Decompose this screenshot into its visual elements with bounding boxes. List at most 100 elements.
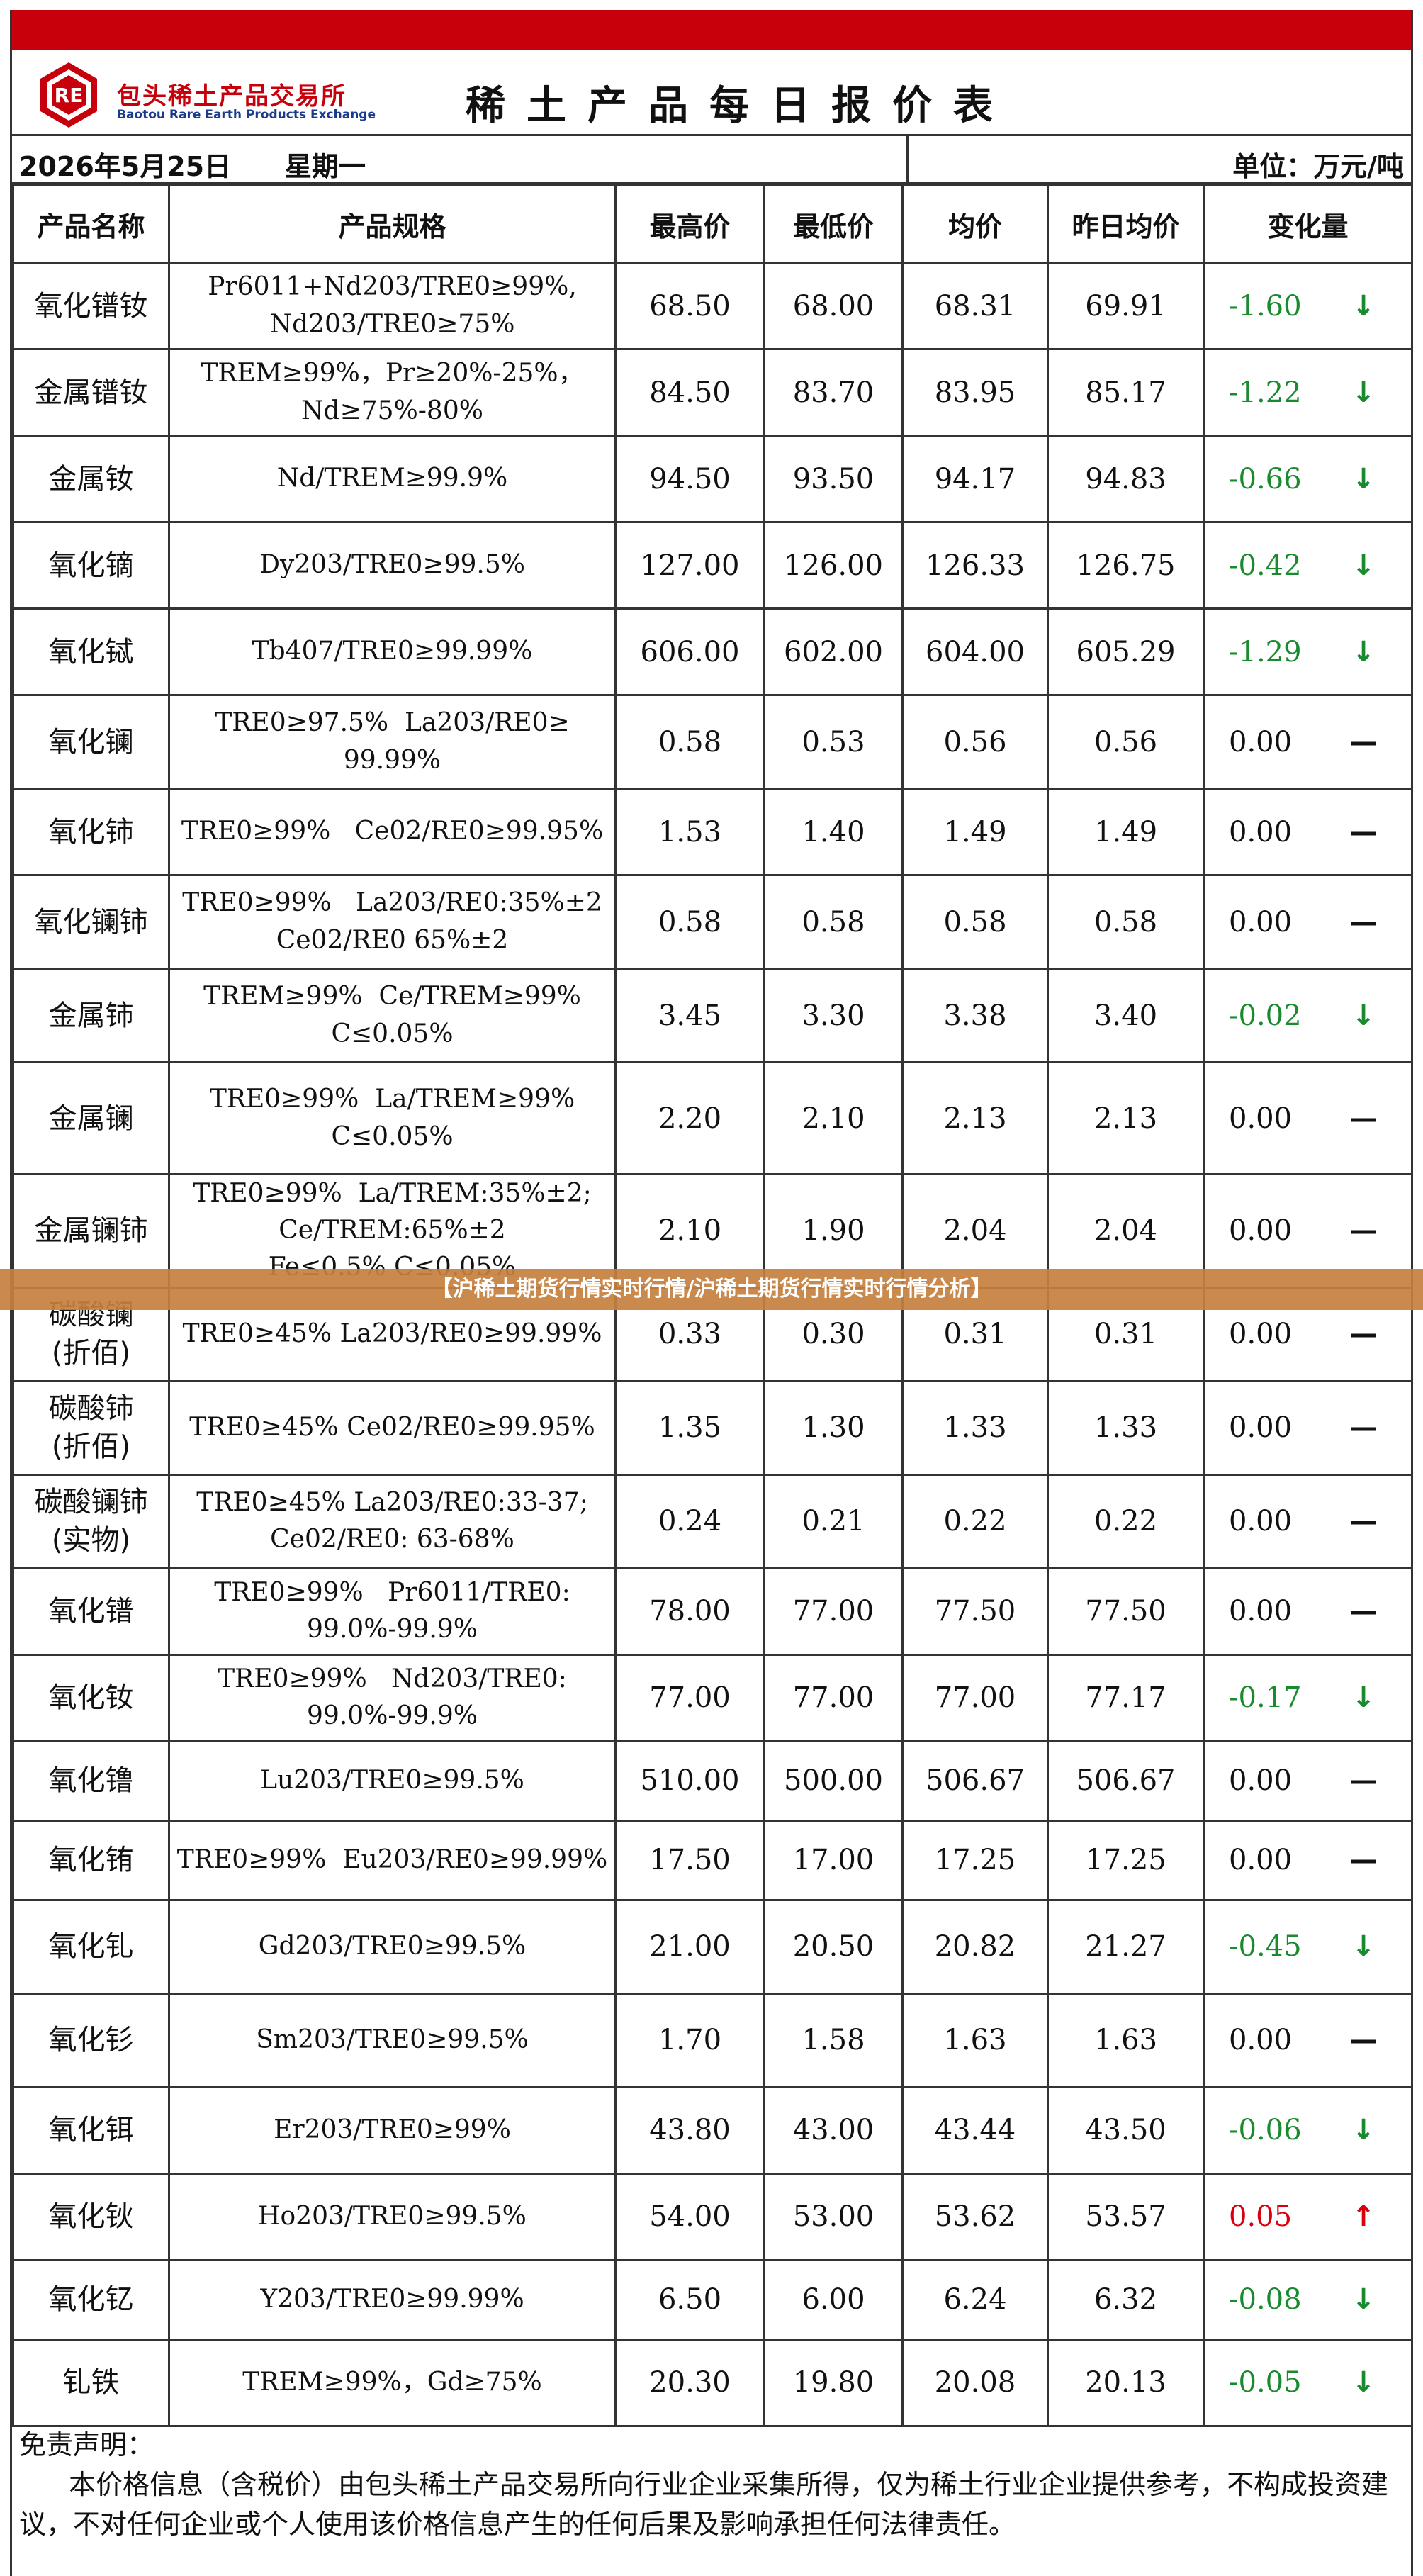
price-high: 17.50 xyxy=(614,1819,765,1901)
price-avg: 77.00 xyxy=(901,1653,1049,1742)
product-spec: Tb407/TRE0≥99.99% xyxy=(168,607,617,696)
table-row: 氧化铈 TRE0≥99% Ce02/RE0≥99.95% 1.53 1.40 1.49 1… xyxy=(12,788,1413,876)
price-change: -1.22 ↓ xyxy=(1203,348,1413,437)
date-unit-row: 2026年5月25日 星期一 单位：万元/吨 xyxy=(12,136,1411,184)
product-name: 碳酸铈 (折佰) xyxy=(12,1379,170,1476)
product-spec: Ho203/TRE0≥99.5% xyxy=(168,2172,617,2261)
product-spec: TRE0≥99% La203/RE0:35%±2 Ce02/RE0 65%±2 xyxy=(168,874,617,970)
product-spec-line: 99.0%-99.9% xyxy=(307,1701,478,1731)
price-high: 77.00 xyxy=(614,1653,765,1742)
product-name-line: 氧化钬 xyxy=(48,2200,134,2234)
price-change: 0.00 — xyxy=(1203,1379,1413,1476)
price-high: 68.50 xyxy=(614,262,765,350)
arrow-down-icon: ↓ xyxy=(1351,2114,1376,2147)
change-value: 0.00 xyxy=(1229,1214,1293,1248)
price-avg: 6.24 xyxy=(901,2258,1049,2341)
price-low: 1.40 xyxy=(763,788,904,876)
price-high: 510.00 xyxy=(614,1740,765,1822)
change-value: -0.06 xyxy=(1229,2114,1302,2147)
price-change: -0.66 ↓ xyxy=(1203,435,1413,523)
price-high: 127.00 xyxy=(614,521,765,610)
price-sheet: RE 包头稀土产品交易所 Baotou Rare Earth Products … xyxy=(10,10,1413,2576)
product-spec-line: Nd/TREM≥99.9% xyxy=(276,464,508,493)
product-spec: Sm203/TRE0≥99.5% xyxy=(168,1992,617,2088)
col-header-low: 最低价 xyxy=(763,184,904,264)
price-high: 0.58 xyxy=(614,694,765,790)
price-change: -1.29 ↓ xyxy=(1203,607,1413,696)
product-name: 金属铈 xyxy=(12,968,170,1063)
price-prev-avg: 53.57 xyxy=(1047,2172,1205,2261)
product-name: 金属镧 xyxy=(12,1061,170,1175)
product-spec-line: TREM≥99%，Pr≥20%-25%， xyxy=(201,359,584,388)
change-value: -0.17 xyxy=(1229,1681,1302,1715)
product-spec-line: TRE0≥99% Pr6011/TRE0: xyxy=(214,1577,570,1607)
product-spec: TREM≥99%，Pr≥20%-25%， Nd≥75%-80% xyxy=(168,348,617,437)
price-change: 0.05 ↑ xyxy=(1203,2172,1413,2261)
change-value: 0.00 xyxy=(1229,1764,1293,1798)
table-row: 钆铁 TREM≥99%，Gd≥75% 20.30 19.80 20.08 20.13 -0.… xyxy=(12,2338,1413,2427)
table-row: 氧化镨钕 Pr6011+Nd203/TRE0≥99%, Nd203/TRE0≥75%… xyxy=(12,262,1413,350)
price-prev-avg: 1.63 xyxy=(1047,1992,1205,2088)
price-low: 53.00 xyxy=(763,2172,904,2261)
change-value: 0.00 xyxy=(1229,1102,1293,1135)
price-prev-avg: 20.13 xyxy=(1047,2338,1205,2427)
price-avg: 68.31 xyxy=(901,262,1049,350)
price-low: 126.00 xyxy=(763,521,904,610)
table-row: 氧化铽 Tb407/TRE0≥99.99% 606.00 602.00 604.00 60… xyxy=(12,607,1413,696)
change-value: 0.00 xyxy=(1229,1318,1293,1351)
price-prev-avg: 77.50 xyxy=(1047,1567,1205,1656)
table-row: 金属铈 TREM≥99% Ce/TREM≥99% C≤0.05% 3.45 3.30 3.… xyxy=(12,968,1413,1063)
product-name-line: 碳酸铈 xyxy=(48,1392,134,1426)
price-avg: 3.38 xyxy=(901,968,1049,1063)
product-name-line: 金属镨钕 xyxy=(34,376,148,409)
arrow-down-icon: ↓ xyxy=(1351,549,1376,582)
price-high: 84.50 xyxy=(614,348,765,437)
table-row: 氧化铕 TRE0≥99% Eu203/RE0≥99.99% 17.50 17.00 17… xyxy=(12,1819,1413,1901)
product-spec-line: TRE0≥97.5% La203/RE0≥ xyxy=(215,708,570,738)
change-value: -0.66 xyxy=(1229,462,1302,495)
price-prev-avg: 126.75 xyxy=(1047,521,1205,610)
change-value: -0.02 xyxy=(1229,999,1302,1032)
price-avg: 0.56 xyxy=(901,694,1049,790)
price-unit: 单位：万元/吨 xyxy=(1232,151,1404,182)
product-name-line: 氧化铈 xyxy=(48,815,134,849)
price-low: 0.58 xyxy=(763,874,904,970)
product-name-line: 氧化镝 xyxy=(48,549,134,582)
product-name: 氧化钬 xyxy=(12,2172,170,2261)
price-low: 6.00 xyxy=(763,2258,904,2341)
product-name-line: 金属镧 xyxy=(48,1102,134,1135)
price-low: 0.53 xyxy=(763,694,904,790)
product-spec-line: TRE0≥45% La203/RE0:33-37; xyxy=(196,1487,588,1517)
product-spec-line: 99.99% xyxy=(343,745,441,775)
change-value: 0.00 xyxy=(1229,2024,1293,2057)
price-high: 20.30 xyxy=(614,2338,765,2427)
product-spec: TRE0≥99% La/TREM≥99% C≤0.05% xyxy=(168,1061,617,1175)
product-spec-line: C≤0.05% xyxy=(331,1121,454,1151)
price-table: 产品名称 产品规格 最高价 最低价 均价 昨日均价 变化量 氧化镨钕 Pr6011… xyxy=(12,184,1413,2427)
col-header-high: 最高价 xyxy=(614,184,765,264)
price-prev-avg: 0.58 xyxy=(1047,874,1205,970)
price-low: 2.10 xyxy=(763,1061,904,1175)
product-spec: TREM≥99% Ce/TREM≥99% C≤0.05% xyxy=(168,968,617,1063)
product-name: 氧化镥 xyxy=(12,1740,170,1822)
logo-text: RE xyxy=(55,84,84,107)
change-value: -0.45 xyxy=(1229,1930,1302,1964)
price-low: 0.21 xyxy=(763,1473,904,1569)
arrow-down-icon: ↓ xyxy=(1351,462,1376,495)
product-name-line: 金属钕 xyxy=(48,462,134,495)
change-value: 0.00 xyxy=(1229,815,1293,849)
price-low: 68.00 xyxy=(763,262,904,350)
table-row: 金属镧 TRE0≥99% La/TREM≥99% C≤0.05% 2.20 2.10 2.… xyxy=(12,1061,1413,1175)
product-name: 氧化镝 xyxy=(12,521,170,610)
product-spec-line: Dy203/TRE0≥99.5% xyxy=(259,550,525,580)
product-name: 氧化镧 xyxy=(12,694,170,790)
table-row: 金属镨钕 TREM≥99%，Pr≥20%-25%， Nd≥75%-80% 84.50 8… xyxy=(12,348,1413,437)
price-change: 0.00 — xyxy=(1203,1061,1413,1175)
disclaimer-text: 本价格信息（含税价）由包头稀土产品交易所向行业企业采集所得，仅为稀土行业企业提供… xyxy=(19,2469,1389,2540)
dash-icon: — xyxy=(1349,1318,1378,1351)
price-low: 43.00 xyxy=(763,2085,904,2175)
price-prev-avg: 0.56 xyxy=(1047,694,1205,790)
product-name: 氧化镧铈 xyxy=(12,874,170,970)
price-avg: 604.00 xyxy=(901,607,1049,696)
table-row: 氧化钆 Gd203/TRE0≥99.5% 21.00 20.50 20.82 21.27-… xyxy=(12,1898,1413,1995)
